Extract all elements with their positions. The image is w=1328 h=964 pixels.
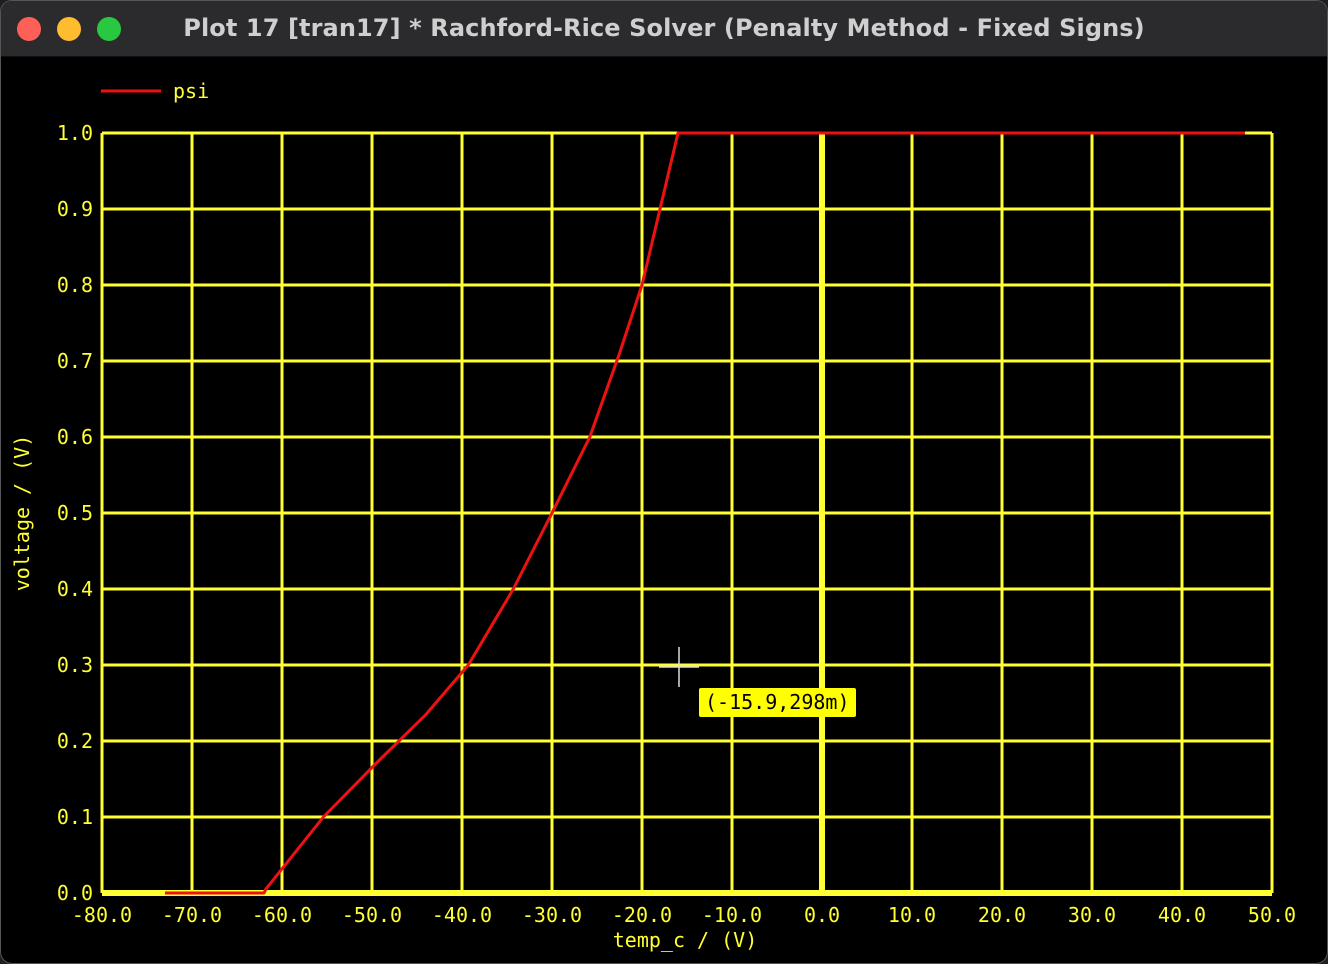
x-tick-label: -80.0 [72,903,132,927]
plot-area[interactable]: -80.0 -70.0 -60.0 -50.0 -40.0 -30.0 -20.0 -10.0… [1,56,1327,964]
x-tick-label: -40.0 [432,903,492,927]
x-tick-label: 20.0 [978,903,1026,927]
x-tick-label: 30.0 [1068,903,1116,927]
minimize-button[interactable] [57,17,81,41]
x-tick-label: -10.0 [702,903,762,927]
x-tick-label: 10.0 [888,903,936,927]
close-button[interactable] [17,17,41,41]
y-tick-label: 0.1 [57,805,93,829]
y-tick-label: 0.4 [57,577,93,601]
y-tick-label: 0.6 [57,425,93,449]
crosshair-cursor-icon [659,647,699,687]
cursor-readout: (-15.9,298m) [699,688,856,717]
y-tick-label: 0.5 [57,501,93,525]
x-tick-label: 0.0 [804,903,840,927]
y-axis-label: voltage / (V) [10,435,34,592]
y-tick-label: 0.8 [57,273,93,297]
y-tick-label: 0.2 [57,729,93,753]
y-tick-label: 0.0 [57,881,93,905]
y-tick-label: 0.9 [57,197,93,221]
y-tick-label: 0.3 [57,653,93,677]
x-tick-label: -50.0 [342,903,402,927]
x-tick-label: 50.0 [1248,903,1296,927]
window-title: Plot 17 [tran17] * Rachford-Rice Solver … [183,14,1145,42]
x-tick-label: 40.0 [1158,903,1206,927]
series-line-psi [165,131,1245,895]
x-tick-label: -70.0 [162,903,222,927]
title-bar: Plot 17 [tran17] * Rachford-Rice Solver … [1,1,1327,57]
x-tick-label: -60.0 [252,903,312,927]
legend-label-psi: psi [173,79,209,103]
y-tick-label: 1.0 [57,121,93,145]
x-tick-label: -30.0 [522,903,582,927]
x-tick-label: -20.0 [612,903,672,927]
x-axis-label: temp_c / (V) [613,928,758,952]
maximize-button[interactable] [97,17,121,41]
y-tick-label: 0.7 [57,349,93,373]
